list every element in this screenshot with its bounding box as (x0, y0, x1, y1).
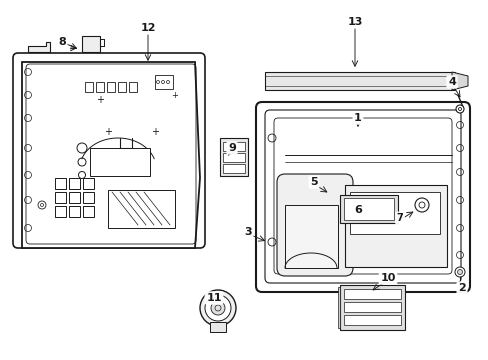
Bar (83, 206, 94, 217)
Text: 1: 1 (353, 113, 361, 123)
Bar (223, 142, 244, 151)
Bar (69, 192, 80, 203)
FancyBboxPatch shape (256, 102, 469, 292)
Bar (339, 195, 397, 223)
Text: I: I (123, 165, 126, 175)
Bar (155, 75, 173, 89)
Polygon shape (220, 138, 247, 176)
Bar (343, 302, 400, 312)
Bar (343, 289, 400, 299)
Text: 5: 5 (309, 177, 317, 187)
Circle shape (210, 301, 224, 315)
Bar (264, 76, 454, 86)
Bar (223, 153, 244, 162)
FancyBboxPatch shape (13, 53, 204, 248)
Text: 11: 11 (206, 293, 221, 303)
Circle shape (414, 198, 428, 212)
Bar (69, 206, 80, 217)
Polygon shape (22, 62, 200, 248)
Circle shape (454, 267, 464, 277)
Text: +: + (171, 90, 178, 99)
Bar (90, 148, 150, 176)
Bar (85, 82, 93, 92)
Text: 6: 6 (353, 205, 361, 215)
Circle shape (455, 105, 463, 113)
Bar (96, 82, 104, 92)
Polygon shape (28, 42, 50, 52)
Bar (83, 178, 94, 189)
Bar (118, 82, 126, 92)
Bar (223, 164, 244, 173)
Text: 13: 13 (346, 17, 362, 27)
Text: +: + (96, 95, 104, 105)
Text: +: + (104, 127, 112, 137)
Bar (82, 36, 100, 52)
Bar (264, 72, 454, 90)
Text: 12: 12 (140, 23, 156, 33)
Polygon shape (285, 205, 337, 268)
Circle shape (457, 270, 462, 274)
Circle shape (204, 295, 230, 321)
Bar (55, 206, 66, 217)
Bar (339, 285, 404, 330)
Bar (345, 185, 446, 267)
Text: 3: 3 (244, 227, 251, 237)
Text: 8: 8 (58, 37, 66, 47)
Circle shape (200, 290, 236, 326)
Bar (55, 192, 66, 203)
Text: 7: 7 (396, 213, 403, 223)
Bar (69, 178, 80, 189)
Text: —: — (141, 163, 149, 172)
FancyBboxPatch shape (276, 174, 352, 276)
Polygon shape (451, 72, 467, 90)
Text: 10: 10 (380, 273, 395, 283)
Bar (129, 82, 137, 92)
Bar (343, 198, 393, 220)
Text: 4: 4 (447, 77, 455, 87)
Bar (343, 315, 400, 325)
Bar (83, 192, 94, 203)
Text: 2: 2 (457, 283, 465, 293)
Text: +: + (151, 127, 159, 137)
Bar (55, 178, 66, 189)
Bar (337, 287, 339, 328)
Bar (209, 322, 225, 332)
Bar (107, 82, 115, 92)
Bar (349, 192, 439, 234)
Text: 9: 9 (227, 143, 235, 153)
